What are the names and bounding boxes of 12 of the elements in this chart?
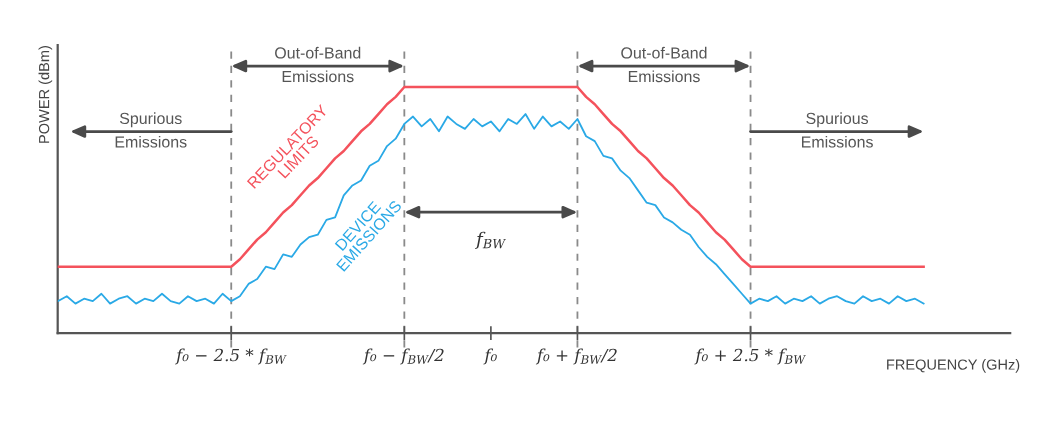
text: Out-of-Band Emissions	[275, 46, 361, 83]
x-tick-label: f₀ − f$_{BW}$/2	[362, 348, 444, 365]
annotation: f$_{BW}$	[474, 231, 507, 250]
y-axis-title: POWER (dBm)	[38, 46, 53, 143]
x-tick-label: f₀	[483, 348, 497, 365]
annotation: Spurious Emissions	[115, 112, 187, 148]
text: Out-of-Band Emissions	[621, 46, 707, 83]
x-tick-label: f₀ + f$_{BW}$/2	[535, 348, 617, 365]
annotation: Spurious Emissions	[802, 112, 873, 148]
x-axis-title: FREQUENCY (GHz)	[887, 359, 1020, 373]
x-tick-label: f₀ + 2.5 * f$_{BW}$	[694, 348, 806, 365]
x-tick-label: f₀ − 2.5 * f$_{BW}$	[175, 348, 287, 365]
